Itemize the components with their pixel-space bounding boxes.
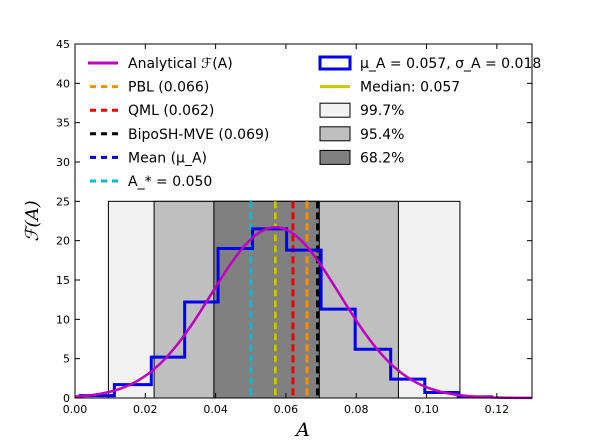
plot-area <box>74 200 533 400</box>
y-tick-label-6: 30 <box>56 156 70 169</box>
axes: 0.00 0.02 0.04 0.06 0.08 0.10 0.12 0 5 10 15 20 25 30… <box>56 38 533 416</box>
x-tick-label-1: 0.02 <box>133 403 158 416</box>
legend-left-5-label: A_* = 0.050 <box>128 174 212 190</box>
legend-right-4-swatch <box>319 149 351 165</box>
legend: Analytical ℱ(A) PBL (0.066) QML (0.062) Bip… <box>88 55 541 190</box>
y-tick-label-9: 45 <box>56 38 70 51</box>
y-tick-label-1: 5 <box>63 353 70 366</box>
x-tick-label-2: 0.04 <box>203 403 228 416</box>
legend-right-3-swatch <box>319 126 351 142</box>
y-tick-label-7: 35 <box>56 117 70 130</box>
legend-right-2-swatch <box>319 102 351 118</box>
legend-left-2-label: QML (0.062) <box>128 103 214 119</box>
y-tick-label-0: 0 <box>63 392 70 405</box>
legend-right-1-label: Median: 0.057 <box>360 80 460 96</box>
x-tick-label-0: 0.00 <box>63 403 88 416</box>
y-axis-label: ℱ(A) <box>22 200 43 241</box>
y-tick-label-5: 25 <box>56 195 70 208</box>
y-tick-label-8: 40 <box>56 77 70 90</box>
histogram-outline <box>78 227 494 399</box>
y-tick-label-4: 20 <box>56 235 70 248</box>
legend-right-0-label: μ_A = 0.057, σ_A = 0.018 <box>360 56 541 72</box>
legend-left-1-label: PBL (0.066) <box>128 80 209 96</box>
x-tick-label-5: 0.10 <box>414 403 439 416</box>
legend-left-0-label: Analytical ℱ(A) <box>128 56 233 72</box>
axes-frame <box>74 43 533 399</box>
x-axis-label: A <box>294 419 310 441</box>
legend-left-4-label: Mean (μ_A) <box>128 150 207 166</box>
legend-right-0-swatch <box>318 55 352 71</box>
x-tick-label-3: 0.06 <box>274 403 299 416</box>
analytical-curve <box>74 226 533 400</box>
confidence-band-2 <box>213 200 320 399</box>
legend-right-3-label: 95.4% <box>360 127 404 143</box>
x-tick-label-4: 0.08 <box>344 403 369 416</box>
legend-right-2-label: 99.7% <box>360 103 404 119</box>
legend-left-3-label: BipoSH-MVE (0.069) <box>128 127 269 143</box>
legend-right-4-label: 68.2% <box>360 150 404 166</box>
y-tick-label-2: 10 <box>56 313 70 326</box>
x-tick-label-6: 0.12 <box>485 403 510 416</box>
y-tick-label-3: 15 <box>56 274 70 287</box>
